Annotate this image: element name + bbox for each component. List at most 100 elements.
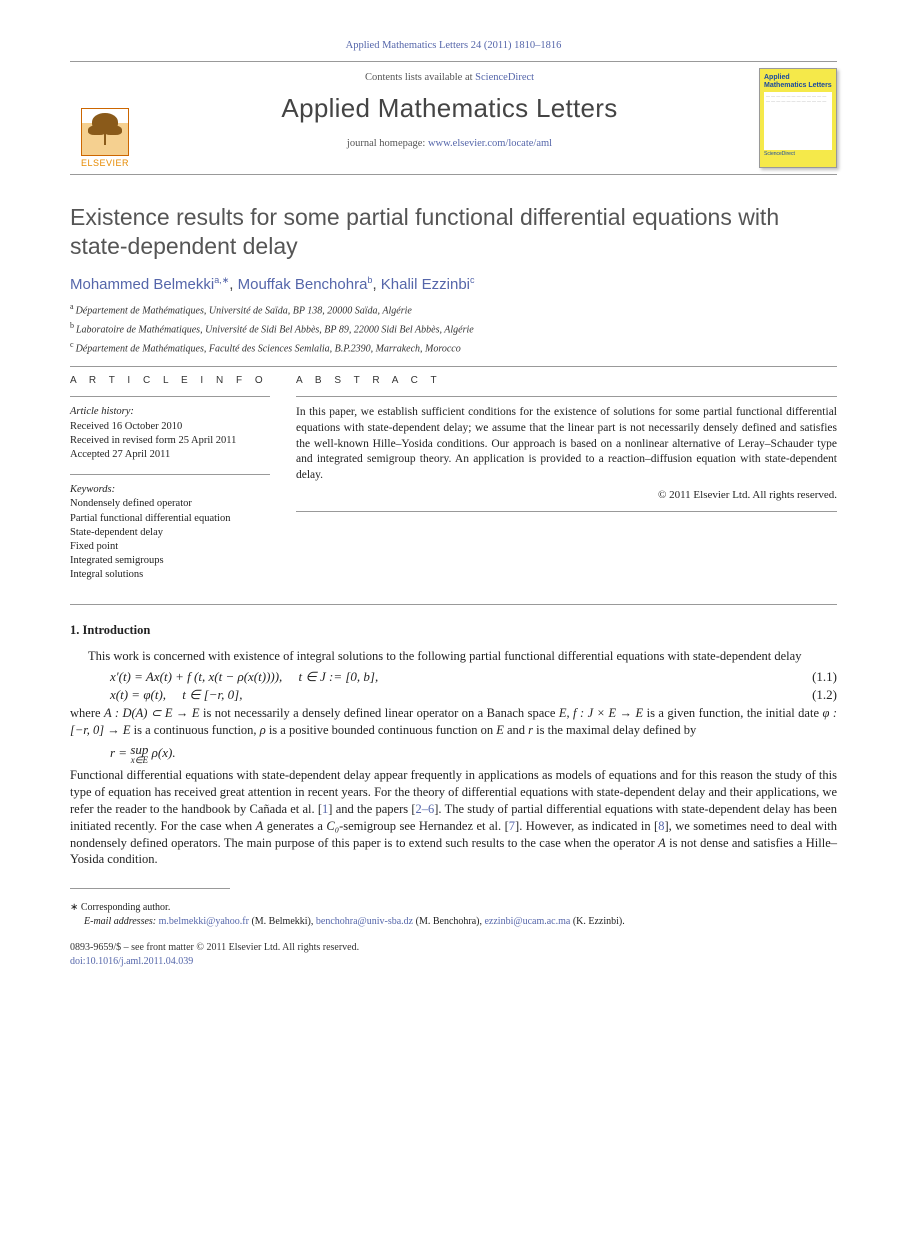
email-link-2[interactable]: benchohra@univ-sba.dz xyxy=(316,916,413,927)
corresponding-author-note: ∗ Corresponding author. xyxy=(70,901,837,915)
journal-cover-thumbnail[interactable]: Applied Mathematics Letters — — — — — — … xyxy=(759,68,837,168)
info-abstract-row: A R T I C L E I N F O Article history: R… xyxy=(70,375,837,594)
abstract-column: A B S T R A C T In this paper, we establ… xyxy=(296,375,837,594)
abstract-heading: A B S T R A C T xyxy=(296,375,837,386)
article-history-block: Article history: Received 16 October 201… xyxy=(70,405,270,462)
cover-footer: ScienceDirect xyxy=(764,152,832,158)
history-line: Received in revised form 25 April 2011 xyxy=(70,434,270,448)
publisher-logo[interactable]: ELSEVIER xyxy=(70,68,140,168)
email-who: (K. Ezzinbi). xyxy=(570,916,624,927)
footnote-rule xyxy=(70,888,230,895)
history-line: Received 16 October 2010 xyxy=(70,420,270,434)
divider xyxy=(70,604,837,605)
ref-link-2-6[interactable]: 2–6 xyxy=(416,802,435,816)
equation-number: (1.2) xyxy=(787,687,837,703)
abstract-copyright: © 2011 Elsevier Ltd. All rights reserved… xyxy=(296,489,837,501)
section-1-heading: 1. Introduction xyxy=(70,623,837,638)
text-run: ]. However, as indicated in [ xyxy=(515,819,658,833)
affil-text: Département de Mathématiques, Faculté de… xyxy=(76,343,461,354)
affiliation-b: bLaboratoire de Mathématiques, Universit… xyxy=(70,320,837,337)
history-line: Accepted 27 April 2011 xyxy=(70,448,270,462)
equation-number: (1.1) xyxy=(787,669,837,685)
equation-1-2: x(t) = φ(t), t ∈ [−r, 0], (1.2) xyxy=(110,687,837,703)
equation-body: x(t) = φ(t), t ∈ [−r, 0], xyxy=(110,687,787,703)
footnotes-block: ∗ Corresponding author. E-mail addresses… xyxy=(70,901,837,929)
text-run: generates a xyxy=(263,819,326,833)
cover-title: Applied Mathematics Letters xyxy=(764,74,832,89)
masthead-center: Contents lists available at ScienceDirec… xyxy=(140,68,759,168)
cover-body: — — — — — — — — — — — — — — — — — — — — … xyxy=(764,92,832,150)
author-name: Khalil Ezzinbi xyxy=(381,276,470,293)
math-inline: r = xyxy=(110,745,130,760)
homepage-line: journal homepage: www.elsevier.com/locat… xyxy=(150,138,749,149)
homepage-link[interactable]: www.elsevier.com/locate/aml xyxy=(428,138,552,149)
keyword: Fixed point xyxy=(70,540,270,554)
keyword: Integrated semigroups xyxy=(70,554,270,568)
keyword: Partial functional differential equation xyxy=(70,512,270,526)
email-who: (M. Benchohra), xyxy=(413,916,484,927)
authors-line: Mohammed Belmekkia,∗, Mouffak Benchohrab… xyxy=(70,275,837,293)
text-run: is not necessarily a densely defined lin… xyxy=(200,706,559,720)
affiliation-a: aDépartement de Mathématiques, Universit… xyxy=(70,301,837,318)
divider xyxy=(70,366,837,367)
text-run: where xyxy=(70,706,104,720)
emails-label: E-mail addresses: xyxy=(84,916,159,927)
author-sep: , xyxy=(372,276,380,293)
author-marks: c xyxy=(470,275,475,285)
sup-bottom: x∈E xyxy=(130,756,148,765)
article-title: Existence results for some partial funct… xyxy=(70,203,837,261)
masthead: ELSEVIER Contents lists available at Sci… xyxy=(70,61,837,175)
text-run: is the maximal delay defined by xyxy=(533,723,696,737)
math-inline: E xyxy=(496,723,504,737)
affil-text: Département de Mathématiques, Université… xyxy=(76,305,412,316)
divider xyxy=(70,396,270,397)
author-link-3[interactable]: Khalil Ezzinbi xyxy=(381,276,470,293)
author-marks: a,∗ xyxy=(214,275,229,285)
email-link-1[interactable]: m.belmekki@yahoo.fr xyxy=(159,916,249,927)
front-matter-line: 0893-9659/$ – see front matter © 2011 El… xyxy=(70,941,837,955)
text-run: is a continuous function, xyxy=(131,723,260,737)
journal-name: Applied Mathematics Letters xyxy=(150,93,749,124)
author-name: Mouffak Benchohra xyxy=(238,276,368,293)
equation-1-1: x′(t) = Ax(t) + f (t, x(t − ρ(x(t)))), t… xyxy=(110,669,837,685)
keyword: Nondensely defined operator xyxy=(70,497,270,511)
text-run: is a positive bounded continuous functio… xyxy=(266,723,497,737)
keyword: State-dependent delay xyxy=(70,526,270,540)
divider xyxy=(296,396,837,397)
text-run: ] and the papers [ xyxy=(328,802,415,816)
equation-r-def: r = supx∈E ρ(x). xyxy=(110,743,837,765)
intro-paragraph-2: where A : D(A) ⊂ E → E is not necessaril… xyxy=(70,705,837,739)
email-who: (M. Belmekki), xyxy=(249,916,316,927)
article-info-column: A R T I C L E I N F O Article history: R… xyxy=(70,375,270,594)
text-run: is a given function, the initial date xyxy=(643,706,822,720)
math-inline: C₀ xyxy=(326,819,339,833)
top-citation: Applied Mathematics Letters 24 (2011) 18… xyxy=(70,40,837,51)
author-link-2[interactable]: Mouffak Benchohra xyxy=(238,276,368,293)
contents-available-line: Contents lists available at ScienceDirec… xyxy=(150,72,749,83)
email-link-3[interactable]: ezzinbi@ucam.ac.ma xyxy=(484,916,570,927)
history-label: Article history: xyxy=(70,405,270,419)
doi-label[interactable]: doi: xyxy=(70,956,86,967)
intro-paragraph-3: Functional differential equations with s… xyxy=(70,767,837,868)
homepage-prefix: journal homepage: xyxy=(347,138,428,149)
intro-paragraph-1: This work is concerned with existence of… xyxy=(70,648,837,665)
math-inline: A xyxy=(658,836,666,850)
author-sep: , xyxy=(229,276,237,293)
math-inline: E, f : J × E → E xyxy=(559,706,643,720)
keywords-block: Keywords: Nondensely defined operator Pa… xyxy=(70,483,270,582)
elsevier-tree-icon xyxy=(81,108,129,156)
equation-body: x′(t) = Ax(t) + f (t, x(t − ρ(x(t)))), t… xyxy=(110,669,787,685)
doi-line: doi:10.1016/j.aml.2011.04.039 xyxy=(70,955,837,969)
affil-text: Laboratoire de Mathématiques, Université… xyxy=(76,324,474,335)
equation-body: r = supx∈E ρ(x). xyxy=(110,743,837,765)
article-info-heading: A R T I C L E I N F O xyxy=(70,375,270,386)
divider xyxy=(70,474,270,475)
math-inline: ρ(x). xyxy=(148,745,175,760)
author-link-1[interactable]: Mohammed Belmekki xyxy=(70,276,214,293)
text-run: and xyxy=(504,723,528,737)
doi-link[interactable]: 10.1016/j.aml.2011.04.039 xyxy=(86,956,194,967)
email-addresses-line: E-mail addresses: m.belmekki@yahoo.fr (M… xyxy=(70,915,837,929)
footer-block: 0893-9659/$ – see front matter © 2011 El… xyxy=(70,941,837,969)
sup-operator: supx∈E xyxy=(130,743,148,765)
sciencedirect-link[interactable]: ScienceDirect xyxy=(475,72,534,83)
